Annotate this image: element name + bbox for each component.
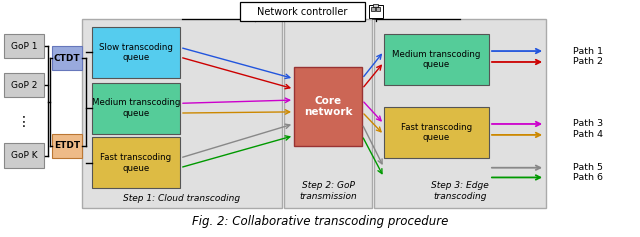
Text: GoP 1: GoP 1 — [11, 42, 37, 51]
Bar — [374, 19, 546, 208]
Bar — [284, 19, 372, 208]
Bar — [52, 46, 82, 70]
Bar — [4, 143, 44, 168]
Text: Path 5: Path 5 — [573, 163, 603, 172]
Text: Step 3: Edge
transcoding: Step 3: Edge transcoding — [431, 181, 489, 201]
Bar — [384, 34, 489, 85]
Text: Medium transcoding
queue: Medium transcoding queue — [392, 50, 481, 69]
Bar — [4, 34, 44, 58]
Text: ETDT: ETDT — [54, 141, 80, 150]
Text: Step 2: GoP
transmission: Step 2: GoP transmission — [299, 181, 357, 201]
Text: GoP K: GoP K — [11, 151, 37, 160]
Text: Slow transcoding
queue: Slow transcoding queue — [99, 43, 173, 62]
Text: Path 4: Path 4 — [573, 130, 603, 139]
Text: Path 3: Path 3 — [573, 119, 603, 128]
Text: Step 1: Cloud transcoding: Step 1: Cloud transcoding — [124, 194, 241, 203]
Bar — [371, 7, 375, 11]
Bar — [92, 83, 180, 134]
Text: Fast transcoding
queue: Fast transcoding queue — [100, 153, 172, 173]
Text: Path 1: Path 1 — [573, 46, 603, 55]
Bar — [294, 67, 362, 146]
Text: CTDT: CTDT — [54, 54, 80, 63]
Text: Fig. 2: Collaborative transcoding procedure: Fig. 2: Collaborative transcoding proced… — [192, 215, 448, 228]
Text: ⋮: ⋮ — [17, 114, 31, 128]
Bar — [4, 73, 44, 97]
Text: Medium transcoding
queue: Medium transcoding queue — [92, 98, 180, 118]
Text: Core
network: Core network — [304, 96, 352, 117]
Bar — [92, 27, 180, 78]
Text: Network controller: Network controller — [257, 7, 348, 17]
Bar — [376, 7, 380, 11]
Bar — [373, 4, 378, 7]
Text: Path 2: Path 2 — [573, 58, 603, 67]
Text: Fast transcoding
queue: Fast transcoding queue — [401, 123, 472, 142]
Bar — [82, 19, 282, 208]
Text: Path 6: Path 6 — [573, 173, 603, 182]
Bar — [92, 137, 180, 188]
Bar — [52, 134, 82, 158]
Bar — [384, 107, 489, 158]
Bar — [369, 5, 383, 18]
Bar — [240, 2, 365, 21]
Text: GoP 2: GoP 2 — [11, 81, 37, 90]
